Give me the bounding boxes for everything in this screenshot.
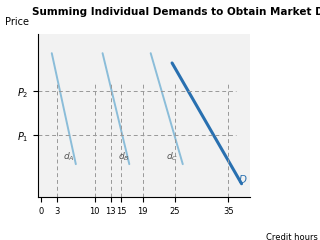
Text: $d_C$: $d_C$ xyxy=(166,150,178,163)
Text: $d_B$: $d_B$ xyxy=(118,150,130,163)
X-axis label: Credit hours
of MBA
education: Credit hours of MBA education xyxy=(267,233,318,240)
Text: D: D xyxy=(239,175,247,186)
Y-axis label: Price: Price xyxy=(5,17,29,27)
Text: $d_A$: $d_A$ xyxy=(63,150,75,163)
Text: Summing Individual Demands to Obtain Market Demand: Summing Individual Demands to Obtain Mar… xyxy=(32,7,320,17)
